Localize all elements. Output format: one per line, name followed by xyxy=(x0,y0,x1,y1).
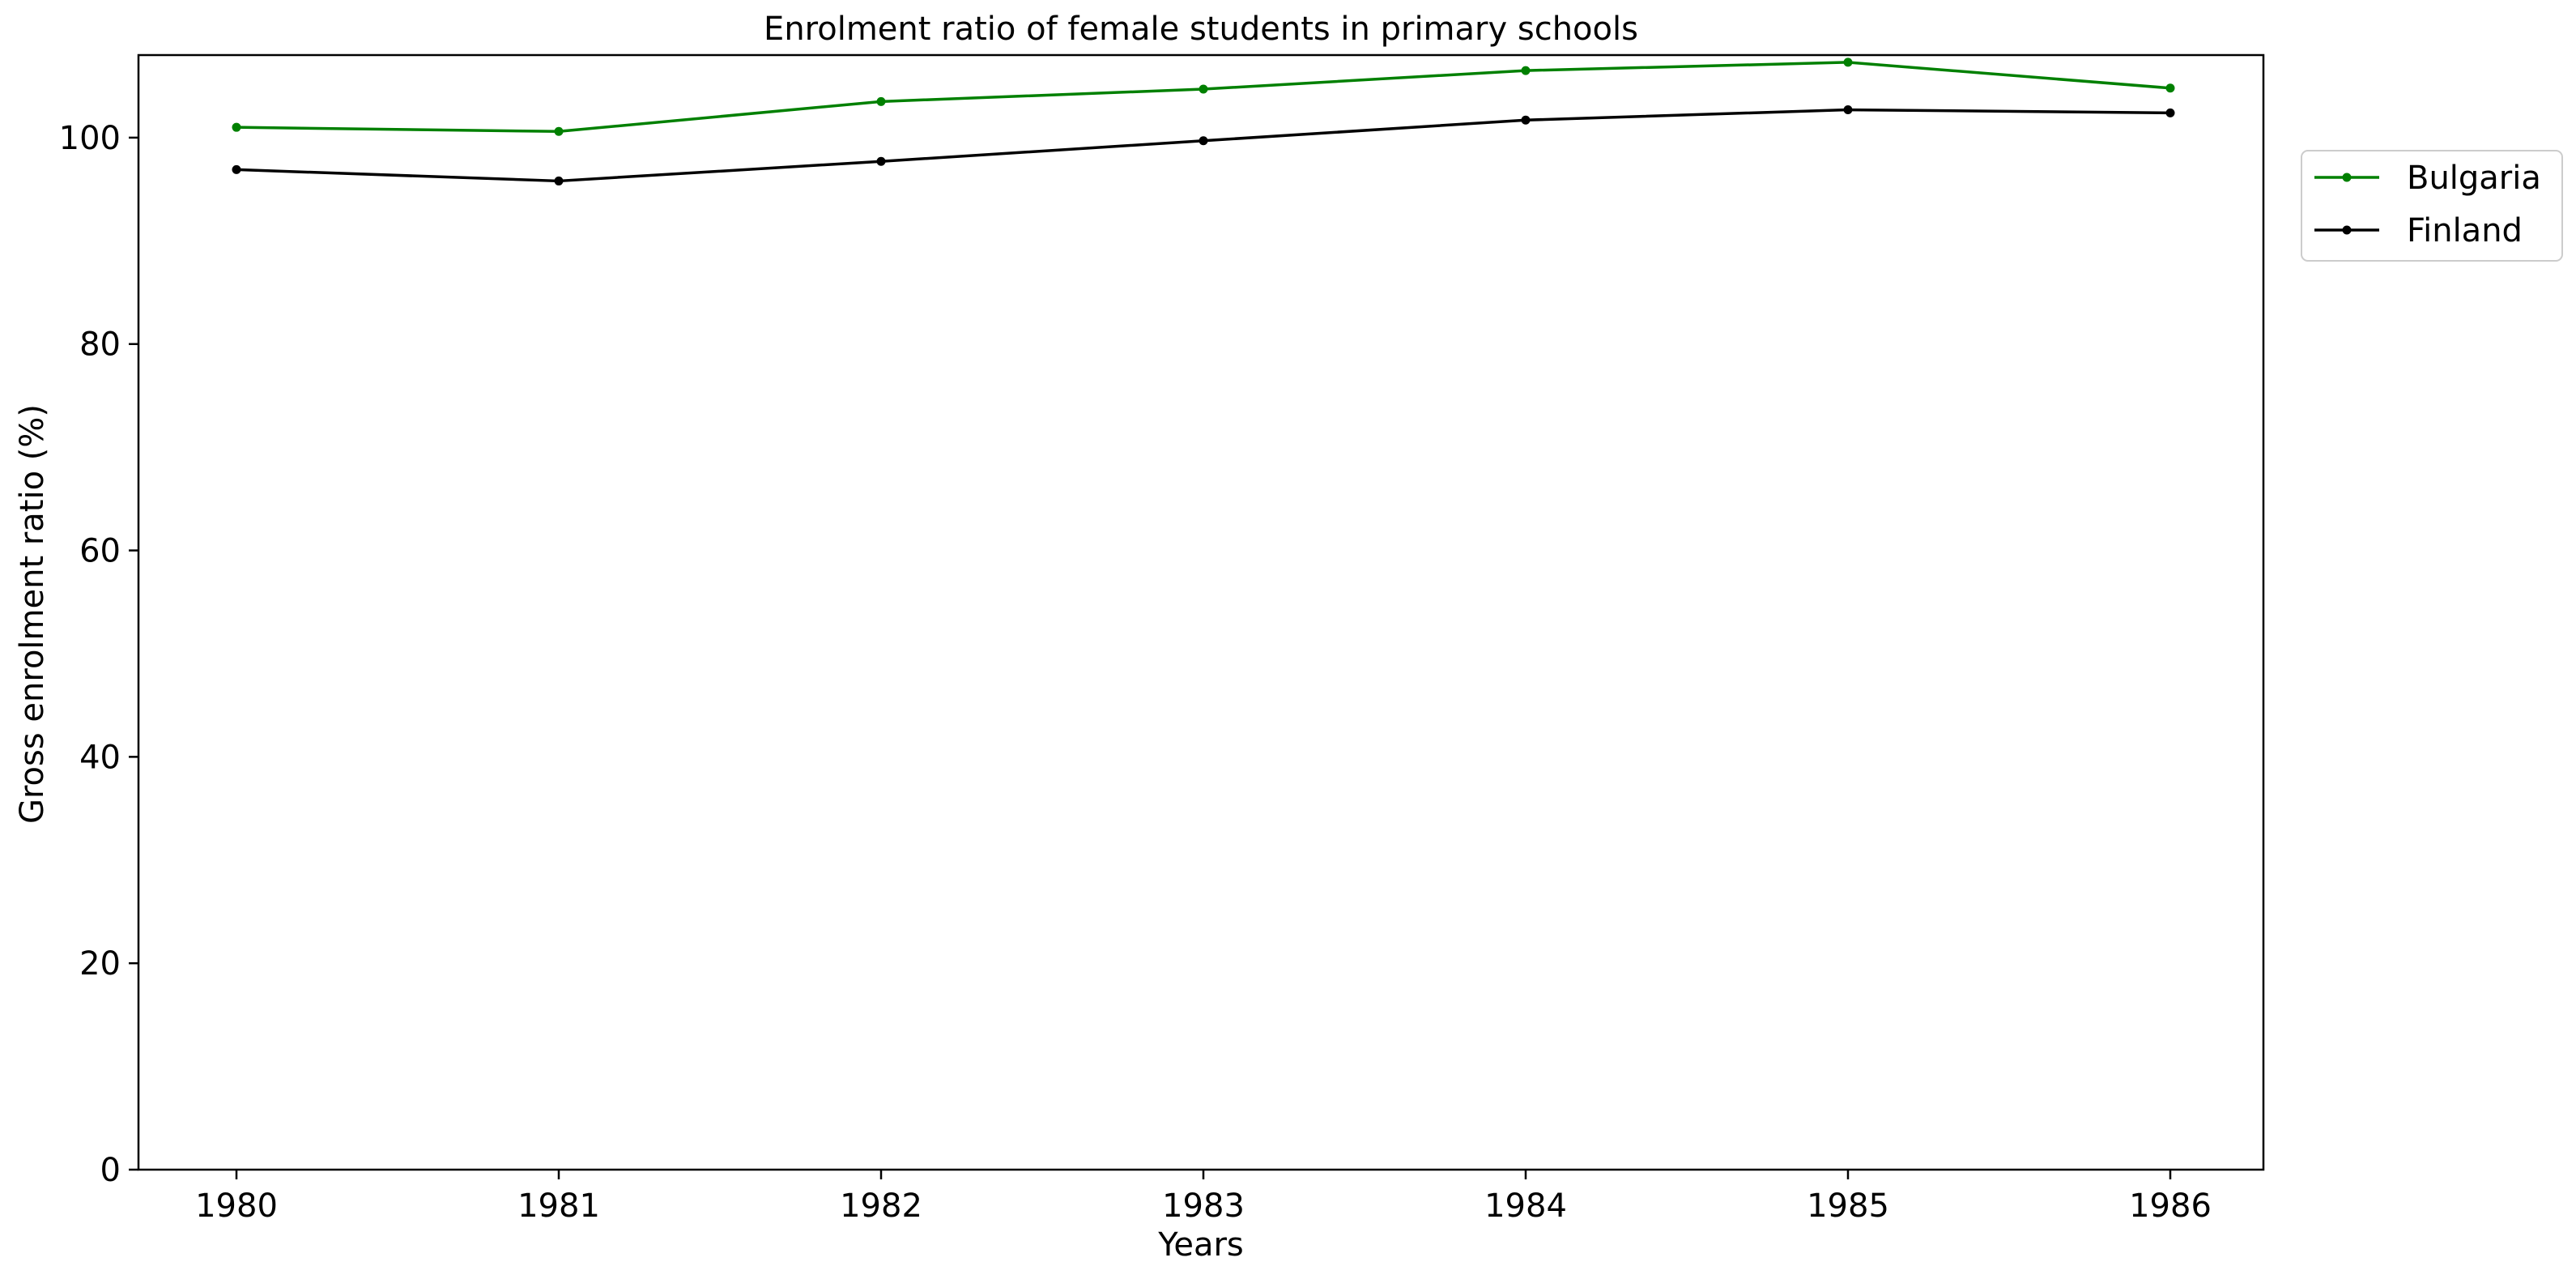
series-bulgaria xyxy=(232,58,2175,136)
data-point-finland xyxy=(1843,105,1853,115)
legend-swatch-marker xyxy=(2342,173,2352,182)
x-tick-label: 1981 xyxy=(517,1187,600,1225)
data-point-bulgaria xyxy=(876,96,886,106)
y-axis-label: Gross enrolment ratio (%) xyxy=(14,404,51,824)
legend-item-finland: Finland xyxy=(2314,212,2523,249)
legend-swatch-marker xyxy=(2342,225,2352,235)
y-tick-label: 60 xyxy=(79,533,121,570)
data-point-finland xyxy=(2165,108,2175,117)
data-point-bulgaria xyxy=(232,122,241,132)
legend-label: Bulgaria xyxy=(2407,160,2541,197)
series-finland xyxy=(232,105,2175,185)
legend: Bulgaria Finland xyxy=(2301,150,2563,262)
data-point-finland xyxy=(1199,136,1208,146)
x-tick-label: 1983 xyxy=(1162,1187,1245,1225)
data-point-bulgaria xyxy=(554,126,564,136)
y-tick-label: 0 xyxy=(100,1152,121,1189)
x-tick-label: 1986 xyxy=(2129,1187,2212,1225)
plot-area-frame xyxy=(137,53,2265,1171)
y-tick-label: 20 xyxy=(79,945,121,983)
x-tick-label: 1985 xyxy=(1807,1187,1889,1225)
y-tick-label: 80 xyxy=(79,326,121,364)
y-axis-ticks: 0 20 40 60 80 100 xyxy=(59,120,138,1189)
x-tick-label: 1984 xyxy=(1484,1187,1567,1225)
data-point-bulgaria xyxy=(1843,58,1853,67)
data-point-bulgaria xyxy=(1521,66,1531,75)
y-tick-label: 40 xyxy=(79,739,121,776)
series-layer xyxy=(232,58,2175,185)
y-tick-label: 100 xyxy=(59,120,121,157)
data-point-finland xyxy=(232,164,241,174)
data-point-finland xyxy=(876,156,886,166)
x-tick-label: 1982 xyxy=(840,1187,922,1225)
x-tick-label: 1980 xyxy=(195,1187,278,1225)
legend-label: Finland xyxy=(2407,212,2523,249)
x-axis-label: Years xyxy=(1157,1226,1244,1264)
data-point-bulgaria xyxy=(2165,83,2175,93)
data-point-finland xyxy=(1521,115,1531,125)
legend-item-bulgaria: Bulgaria xyxy=(2314,160,2541,197)
data-point-bulgaria xyxy=(1199,84,1208,94)
x-axis-ticks: 1980 1981 1982 1983 1984 1985 1986 xyxy=(195,1170,2212,1225)
data-point-finland xyxy=(554,176,564,185)
chart-title: Enrolment ratio of female students in pr… xyxy=(764,11,1638,48)
